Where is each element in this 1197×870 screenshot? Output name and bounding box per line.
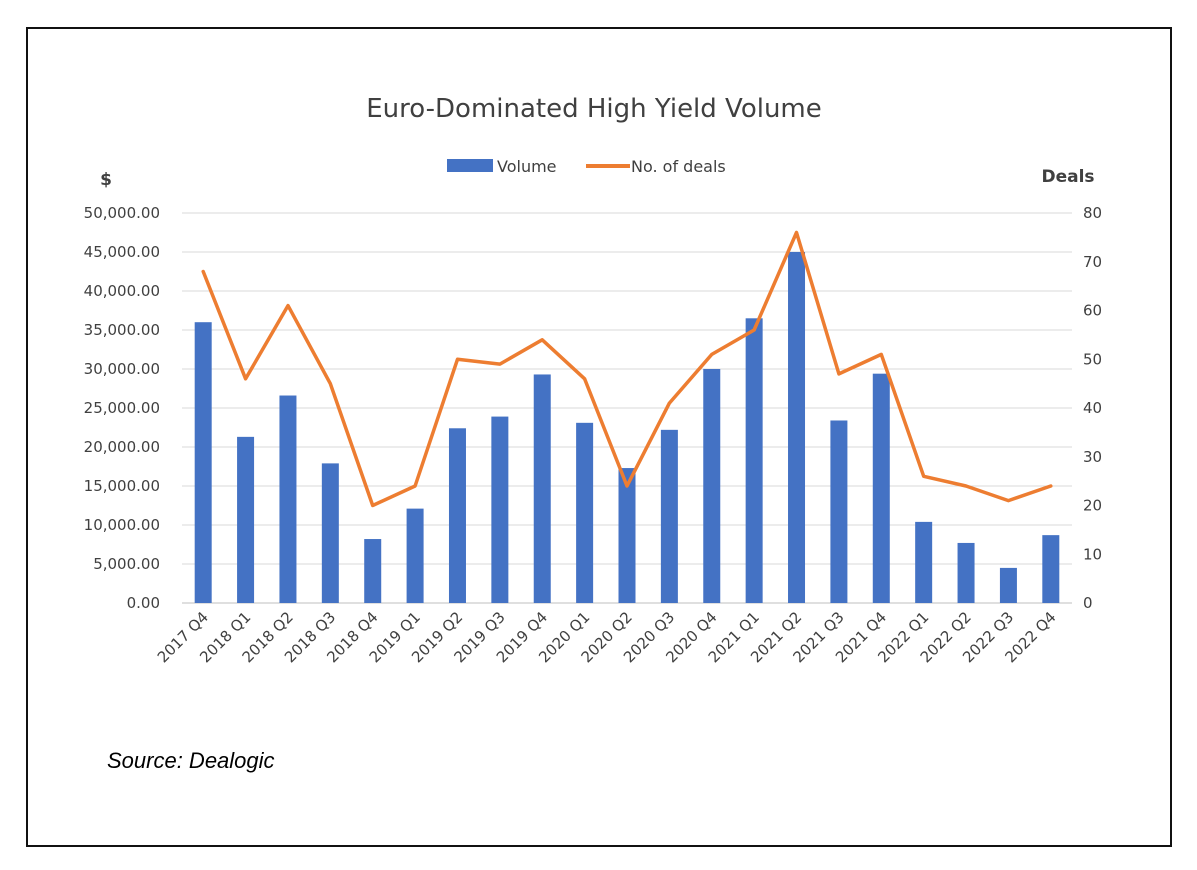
y-left-tick-label: 35,000.00 xyxy=(84,321,160,339)
volume-bar xyxy=(660,429,678,603)
y-right-tick-label: 40 xyxy=(1083,399,1102,417)
y-right-tick-label: 50 xyxy=(1083,350,1102,368)
y-right-tick-label: 70 xyxy=(1083,253,1102,271)
volume-bar xyxy=(576,422,594,603)
legend-swatch-volume xyxy=(447,159,493,172)
y-left-tick-label: 45,000.00 xyxy=(84,243,160,261)
y-left-tick-label: 15,000.00 xyxy=(84,477,160,495)
source-note: Source: Dealogic xyxy=(107,748,275,773)
deals-line-series xyxy=(201,230,1053,508)
y-left-axis-title: $ xyxy=(100,170,112,190)
volume-bars xyxy=(194,252,1060,603)
volume-bar xyxy=(745,318,763,603)
y-left-tick-label: 0.00 xyxy=(127,594,160,612)
y-left-tick-label: 20,000.00 xyxy=(84,438,160,456)
y-left-tick-label: 40,000.00 xyxy=(84,282,160,300)
volume-bar xyxy=(237,436,255,603)
y-right-tick-label: 20 xyxy=(1083,497,1102,515)
volume-bar xyxy=(618,468,636,603)
y-right-tick-label: 0 xyxy=(1083,594,1093,612)
volume-bar xyxy=(364,539,382,603)
volume-bar xyxy=(1042,535,1060,603)
legend: Volume No. of deals xyxy=(447,157,726,176)
y-left-tick-label: 10,000.00 xyxy=(84,516,160,534)
y-left-tick-label: 25,000.00 xyxy=(84,399,160,417)
volume-bar xyxy=(491,416,509,603)
volume-bar xyxy=(194,322,212,603)
deals-line xyxy=(201,230,1053,508)
legend-label-volume: Volume xyxy=(497,157,557,176)
volume-bar xyxy=(448,428,466,603)
volume-bar xyxy=(872,373,890,603)
chart-frame xyxy=(26,27,1172,847)
volume-bar xyxy=(830,420,848,603)
y-right-tick-label: 80 xyxy=(1083,204,1102,222)
volume-bar xyxy=(957,542,975,603)
y-left-tick-label: 50,000.00 xyxy=(84,204,160,222)
y-left-tick-label: 30,000.00 xyxy=(84,360,160,378)
volume-bar xyxy=(406,508,424,603)
volume-bar xyxy=(533,374,551,603)
y-left-tick-label: 5,000.00 xyxy=(93,555,160,573)
volume-bar xyxy=(279,395,297,603)
legend-label-deals: No. of deals xyxy=(631,157,726,176)
y-right-axis-title: Deals xyxy=(1041,167,1094,187)
y-right-tick-label: 10 xyxy=(1083,545,1102,563)
y-right-tick-label: 60 xyxy=(1083,302,1102,320)
y-left-tick-labels: 0.00 5,000.00 10,000.00 15,000.00 20,000.00 2… xyxy=(84,204,160,612)
y-right-tick-labels: 0 10 20 30 40 50 60 70 80 xyxy=(1083,204,1102,612)
volume-bar xyxy=(788,252,806,603)
volume-bar xyxy=(703,369,721,603)
volume-bar xyxy=(915,521,933,603)
y-right-tick-label: 30 xyxy=(1083,448,1102,466)
volume-bar xyxy=(321,463,339,603)
volume-bar xyxy=(999,567,1017,603)
chart-title: Euro-Dominated High Yield Volume xyxy=(366,94,822,124)
